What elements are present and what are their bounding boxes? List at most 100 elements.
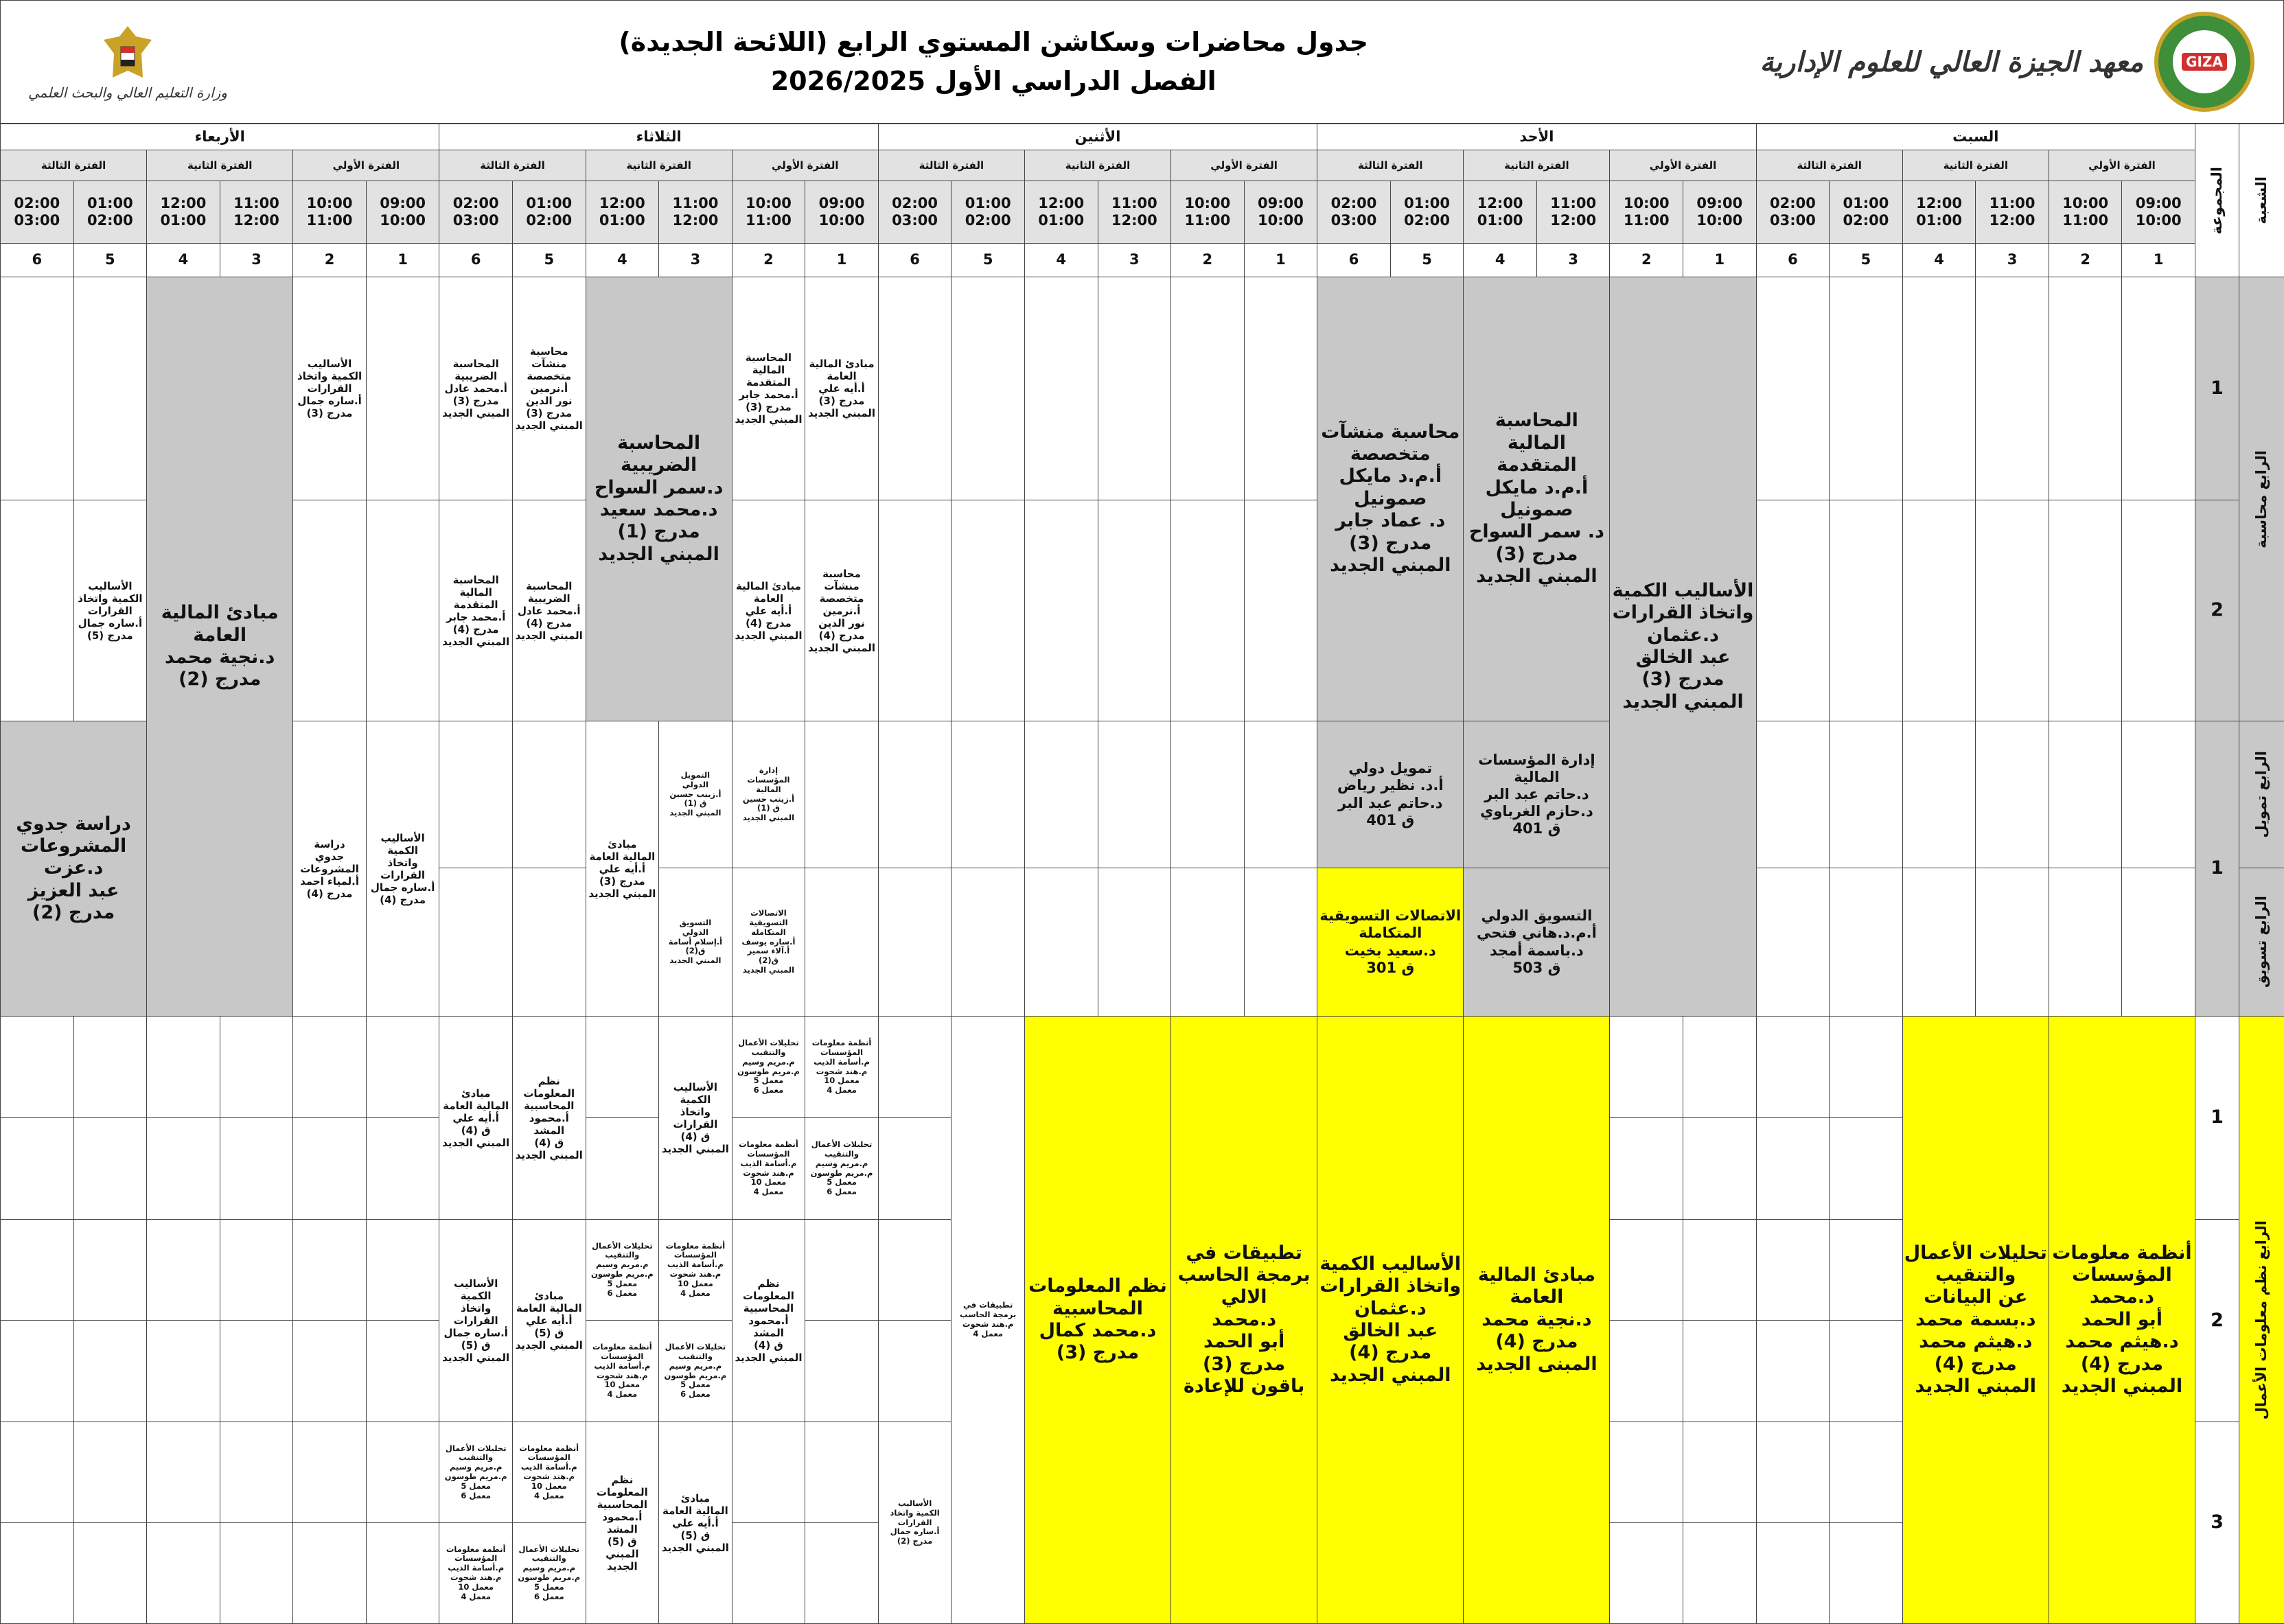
slot-number: 3 [1536, 243, 1611, 277]
class-cell: تطبيقات في برمجة الحاسب م.هند شحوت معمل 4 [951, 1016, 1025, 1624]
empty-cell [73, 1016, 148, 1118]
time-end: 03:00 [14, 212, 60, 229]
empty-cell [0, 1219, 74, 1321]
cell-line: المؤسسات [454, 1553, 498, 1564]
cell-line: أ.أيه علي [452, 1111, 499, 1124]
cell-line: التسويق [679, 918, 712, 927]
section-label: الرابع محاسبة [2239, 277, 2284, 721]
cell-line: ق 401 [1366, 811, 1415, 828]
time-header: 02:00 03:00 [1755, 181, 1830, 244]
empty-cell [951, 277, 1025, 500]
time-start: 10:00 [306, 194, 353, 211]
empty-cell [1975, 500, 2049, 721]
time-start: 02:00 [1330, 194, 1377, 211]
cell-line: والتنقيب [459, 1452, 494, 1463]
class-cell: الأساليب الكمية واتخاذ القرارات أ.ساره جمال… [73, 500, 148, 721]
cell-line: المبني الجديد [742, 964, 795, 975]
day-name: السبت [1952, 128, 1999, 145]
empty-cell [1755, 1219, 1830, 1321]
cell-line: الجديد [607, 1559, 638, 1573]
empty-cell [219, 1320, 294, 1422]
cell-line: معمل 6 [533, 1591, 564, 1601]
cell-line: أ.ساره جمال [297, 395, 362, 407]
cell-line: د.هيثم محمد [2065, 1331, 2179, 1353]
empty-cell [1024, 721, 1098, 868]
slot-number-text: 2 [1641, 251, 1652, 268]
cell-line: أ.محمد جابر [446, 610, 506, 623]
time-start: 01:00 [526, 194, 573, 211]
cell-line: أ.زينب حسين [742, 793, 795, 804]
cell-line: م.مريم وسيم [596, 1260, 649, 1270]
time-end: 01:00 [1477, 212, 1523, 229]
empty-cell [365, 1522, 440, 1624]
slot-number: 3 [219, 243, 294, 277]
time-end: 11:00 [746, 212, 792, 229]
cell-line: أنظمة معلومات [592, 1342, 652, 1352]
cell-line: المالية العامة [443, 1099, 509, 1112]
class-cell: المحاسبة المالية المتقدمة أ.محمد جابر مدرج (… [439, 500, 513, 721]
time-header: 12:00 01:00 [1902, 181, 1976, 244]
empty-cell [1609, 1117, 1684, 1220]
empty-cell [511, 721, 586, 868]
empty-cell [1975, 868, 2049, 1017]
cell-line: المحاسبة [452, 573, 499, 586]
empty-cell [439, 868, 513, 1017]
day-name: الأحد [1519, 128, 1554, 145]
empty-cell [292, 1219, 367, 1321]
cell-line: المبني الجديد [2061, 1375, 2183, 1397]
class-cell: محاسبة منشآت متخصصة أ.نرمين نور الدين مدرج (4… [805, 500, 879, 721]
cell-line: صمونيل [1354, 487, 1427, 509]
cell-line: المبني الجديد [735, 413, 803, 426]
empty-cell [1170, 500, 1245, 721]
cell-line: د.عزت [43, 857, 104, 879]
cell-line: القرارات [380, 868, 426, 881]
empty-cell [877, 1219, 952, 1321]
cell-line: ق 503 [1512, 959, 1561, 976]
class-cell: الأساليب الكمية واتخاذ القرارات أ.ساره جمال… [292, 277, 367, 500]
cell-line: مدرج (2) [178, 669, 262, 691]
empty-cell [1755, 1117, 1830, 1220]
cell-line: مدرج (3) [1056, 1342, 1140, 1364]
cell-line: معمل 6 [753, 1085, 784, 1095]
group-number: 1 [2211, 857, 2224, 879]
cell-line: د.باسمة أمجد [1490, 942, 1584, 959]
slot-number: 4 [146, 243, 220, 277]
empty-cell [2121, 721, 2195, 868]
class-cell: أنظمة معلومات المؤسسات م.أسامة الذيب م.هند … [731, 1117, 806, 1220]
empty-cell [511, 868, 586, 1017]
period-name: الفترة الثانية [1065, 159, 1131, 172]
class-cell: مبادئ المالية العامة أ.أيه علي ق (5) المبني … [511, 1219, 586, 1422]
section-name: الرابع محاسبة [2252, 450, 2270, 548]
slot-number: 6 [0, 243, 74, 277]
class-cell: التسويق الدولي أ.م.د.هاني فتحي د.باسمة أمج… [1463, 868, 1611, 1017]
empty-cell [1829, 721, 1903, 868]
cell-line: م.أسامة الذيب [520, 1462, 577, 1472]
empty-cell [2048, 500, 2123, 721]
cell-line: أنظمة معلومات [665, 1240, 726, 1251]
cell-line: معمل 6 [461, 1490, 491, 1500]
empty-cell [1829, 1117, 1903, 1220]
cell-line: تحليلات الأعمال [738, 1038, 799, 1048]
empty-cell [146, 1117, 220, 1220]
cell-line: أ.أيه علي [526, 1314, 573, 1327]
cell-line: معمل 5 [753, 1076, 784, 1086]
empty-cell [805, 721, 879, 868]
empty-cell [1902, 277, 1976, 500]
cell-line: المبني الجديد [442, 407, 510, 419]
cell-line: القرارات [307, 382, 352, 395]
empty-cell [73, 1320, 148, 1422]
cell-line: مدرج (3) [818, 395, 865, 407]
slot-number: 2 [1609, 243, 1684, 277]
cell-line: المالية العامة [589, 850, 656, 863]
empty-cell [805, 1422, 879, 1523]
cell-line: الاتصالات [750, 908, 787, 918]
cell-line: أنظمة معلومات [739, 1139, 798, 1150]
cell-line: مبادئ المالية [161, 602, 279, 624]
cell-line: نور الدين [818, 616, 865, 629]
empty-cell [1755, 1522, 1830, 1624]
cell-line: متخصصة [527, 370, 572, 382]
class-cell: تطبيقات في برمجة الحاسب الالي د.محمد أبو الح… [1170, 1016, 1318, 1624]
cell-line: عبد الخالق [1343, 1320, 1438, 1341]
empty-cell [2048, 277, 2123, 500]
